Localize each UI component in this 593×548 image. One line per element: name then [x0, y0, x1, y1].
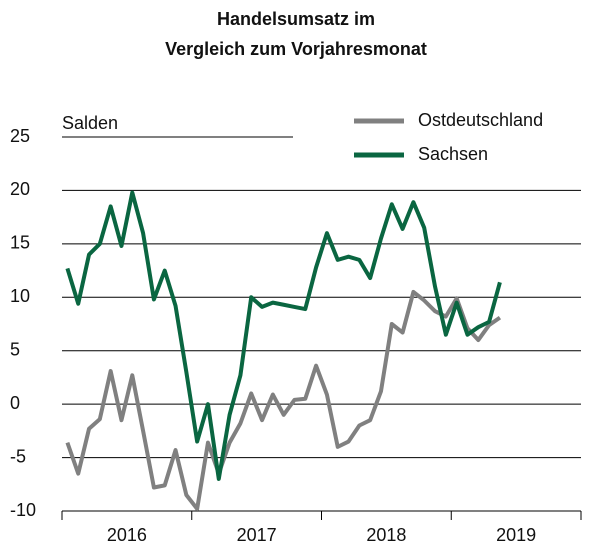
x-tick-label: 2016 — [107, 525, 147, 545]
y-axis-label: Salden — [62, 113, 118, 133]
y-tick-label: 15 — [10, 233, 30, 253]
x-tick-label: 2018 — [366, 525, 406, 545]
x-tick-label: 2019 — [496, 525, 536, 545]
line-series — [65, 289, 502, 511]
legend-label: Sachsen — [418, 144, 488, 164]
legend-label: Ostdeutschland — [418, 110, 543, 130]
x-tick-label: 2017 — [237, 525, 277, 545]
y-tick-label: 25 — [10, 126, 30, 146]
y-tick-label: 5 — [10, 339, 20, 359]
y-tick-label: -10 — [10, 500, 36, 520]
y-tick-label: 20 — [10, 179, 30, 199]
y-tick-label: 10 — [10, 286, 30, 306]
chart-title: Handelsumsatz im — [217, 9, 375, 29]
y-tick-label: 0 — [10, 393, 20, 413]
y-tick-label: -5 — [10, 446, 26, 466]
chart-title: Vergleich zum Vorjahresmonat — [165, 39, 427, 59]
line-series — [65, 190, 502, 481]
